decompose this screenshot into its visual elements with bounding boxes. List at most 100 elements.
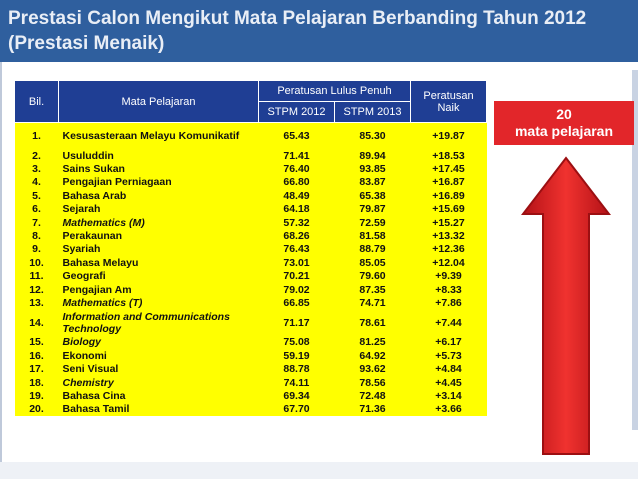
pass-rate-2012: 71.17 — [258, 309, 335, 336]
pass-rate-2013: 85.30 — [334, 122, 411, 149]
table-row: 17. Seni Visual 88.78 93.62 +4.84 — [14, 362, 487, 376]
pass-rate-2013: 89.94 — [334, 149, 411, 163]
row-number: 8. — [14, 229, 59, 243]
subject-name: Syariah — [58, 242, 259, 257]
results-table-container: Bil. Mata Pelajaran Peratusan Lulus Penu… — [14, 80, 487, 417]
subject-name: Usuluddin — [58, 149, 259, 163]
pass-rate-2013: 72.59 — [334, 215, 411, 230]
pass-rate-2013: 88.79 — [334, 242, 411, 257]
pass-rate-2013: 93.62 — [334, 362, 411, 376]
increase-value: +15.27 — [410, 215, 487, 230]
pass-rate-2012: 73.01 — [258, 256, 335, 270]
pass-rate-2012: 76.40 — [258, 162, 335, 176]
subject-name: Seni Visual — [58, 362, 259, 376]
pass-rate-2013: 78.56 — [334, 375, 411, 390]
increase-value: +17.45 — [410, 162, 487, 176]
pass-rate-2012: 69.34 — [258, 389, 335, 403]
increase-value: +16.87 — [410, 175, 487, 190]
increase-value: +3.66 — [410, 402, 487, 417]
subject-name: Pengajian Perniagaan — [58, 175, 259, 190]
pass-rate-2013: 71.36 — [334, 402, 411, 417]
table-row: 15. Biology 75.08 81.25 +6.17 — [14, 335, 487, 350]
increase-value: +6.17 — [410, 335, 487, 350]
subject-name: Bahasa Melayu — [58, 256, 259, 270]
increase-value: +4.84 — [410, 362, 487, 376]
pass-rate-2012: 70.21 — [258, 269, 335, 283]
subject-name: Ekonomi — [58, 349, 259, 363]
row-number: 6. — [14, 202, 59, 216]
row-number: 17. — [14, 362, 59, 376]
subject-name: Bahasa Arab — [58, 189, 259, 203]
row-number: 20. — [14, 402, 59, 417]
row-number: 11. — [14, 269, 59, 283]
pass-rate-2013: 72.48 — [334, 389, 411, 403]
table-row: 9. Syariah 76.43 88.79 +12.36 — [14, 242, 487, 257]
pass-rate-2013: 74.71 — [334, 296, 411, 310]
pass-rate-2013: 85.05 — [334, 256, 411, 270]
subject-name: Chemistry — [58, 375, 259, 390]
pass-rate-2012: 48.49 — [258, 189, 335, 203]
subject-name: Geografi — [58, 269, 259, 283]
pass-rate-2012: 88.78 — [258, 362, 335, 376]
row-number: 16. — [14, 349, 59, 363]
bottom-strip — [0, 462, 638, 479]
left-divider — [0, 62, 2, 479]
title-bar: Prestasi Calon Mengikut Mata Pelajaran B… — [0, 0, 638, 62]
results-table: Bil. Mata Pelajaran Peratusan Lulus Penu… — [14, 80, 487, 417]
subject-name: Information and Communications Technolog… — [58, 309, 259, 336]
pass-rate-2012: 59.19 — [258, 349, 335, 363]
pass-rate-2013: 81.25 — [334, 335, 411, 350]
subject-name: Biology — [58, 335, 259, 350]
header-stpm-2013: STPM 2013 — [334, 101, 411, 123]
increase-value: +4.45 — [410, 375, 487, 390]
increase-value: +5.73 — [410, 349, 487, 363]
subject-name: Mathematics (M) — [58, 215, 259, 230]
table-row: 19. Bahasa Cina 69.34 72.48 +3.14 — [14, 389, 487, 403]
row-number: 19. — [14, 389, 59, 403]
table-row: 8. Perakaunan 68.26 81.58 +13.32 — [14, 229, 487, 243]
pass-rate-2012: 64.18 — [258, 202, 335, 216]
pass-rate-2012: 67.70 — [258, 402, 335, 417]
row-number: 7. — [14, 215, 59, 230]
pass-rate-2013: 64.92 — [334, 349, 411, 363]
table-row: 13. Mathematics (T) 66.85 74.71 +7.86 — [14, 296, 487, 310]
subject-name: Pengajian Am — [58, 282, 259, 297]
increase-value: +12.36 — [410, 242, 487, 257]
subject-name: Sains Sukan — [58, 162, 259, 176]
pass-rate-2013: 87.35 — [334, 282, 411, 297]
pass-rate-2012: 66.85 — [258, 296, 335, 310]
row-number: 1. — [14, 122, 59, 149]
increase-value: +16.89 — [410, 189, 487, 203]
table-row: 10. Bahasa Melayu 73.01 85.05 +12.04 — [14, 256, 487, 270]
increase-value: +3.14 — [410, 389, 487, 403]
row-number: 14. — [14, 309, 59, 336]
increase-value: +9.39 — [410, 269, 487, 283]
pass-rate-2012: 57.32 — [258, 215, 335, 230]
row-number: 4. — [14, 175, 59, 190]
row-number: 12. — [14, 282, 59, 297]
table-row: 14. Information and Communications Techn… — [14, 309, 487, 336]
header-increase: Peratusan Naik — [410, 80, 487, 123]
row-number: 2. — [14, 149, 59, 163]
increase-value: +12.04 — [410, 256, 487, 270]
table-row: 6. Sejarah 64.18 79.87 +15.69 — [14, 202, 487, 216]
row-number: 9. — [14, 242, 59, 257]
pass-rate-2013: 93.85 — [334, 162, 411, 176]
callout-count: 20 — [556, 106, 572, 122]
increase-value: +8.33 — [410, 282, 487, 297]
subject-name: Bahasa Tamil — [58, 402, 259, 417]
pass-rate-2012: 74.11 — [258, 375, 335, 390]
slide-title: Prestasi Calon Mengikut Mata Pelajaran B… — [8, 8, 587, 54]
increase-value: +19.87 — [410, 122, 487, 149]
pass-rate-2012: 75.08 — [258, 335, 335, 350]
right-edge-strip — [632, 70, 638, 430]
subject-name: Bahasa Cina — [58, 389, 259, 403]
pass-rate-2012: 68.26 — [258, 229, 335, 243]
header-stpm-2012: STPM 2012 — [258, 101, 335, 123]
pass-rate-2013: 79.60 — [334, 269, 411, 283]
pass-rate-2012: 71.41 — [258, 149, 335, 163]
table-row: 4. Pengajian Perniagaan 66.80 83.87 +16.… — [14, 175, 487, 190]
pass-rate-2013: 83.87 — [334, 175, 411, 190]
table-row: 7. Mathematics (M) 57.32 72.59 +15.27 — [14, 215, 487, 230]
subject-name: Mathematics (T) — [58, 296, 259, 310]
